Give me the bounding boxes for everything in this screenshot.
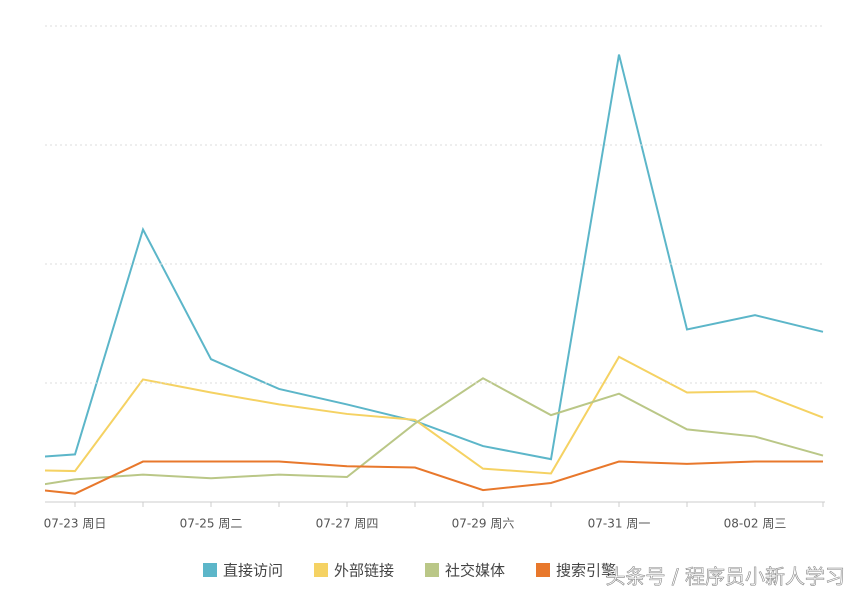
x-tick-label: 07-27 周四 (316, 517, 379, 531)
plot-area (45, 54, 824, 495)
legend-swatch (203, 563, 217, 577)
watermark: 头条号 / 程序员小新人学习 (606, 565, 845, 589)
legend-label: 直接访问 (223, 562, 283, 580)
legend-swatch (536, 563, 550, 577)
legend-label: 搜索引擎 (556, 562, 616, 580)
x-tick-label: 08-02 周三 (724, 517, 787, 531)
series-line (45, 377, 824, 486)
legend-swatch (425, 563, 439, 577)
x-tick-label: 07-23 周日 (44, 517, 107, 531)
legend-swatch (314, 563, 328, 577)
x-tick-label: 07-25 周二 (180, 517, 243, 531)
legend-label: 社交媒体 (445, 562, 505, 580)
series-line (45, 460, 823, 495)
series-line (45, 355, 824, 475)
x-tick-label: 07-29 周六 (452, 517, 515, 531)
legend-label: 外部链接 (334, 562, 394, 580)
x-tick-label: 07-31 周一 (588, 517, 651, 531)
